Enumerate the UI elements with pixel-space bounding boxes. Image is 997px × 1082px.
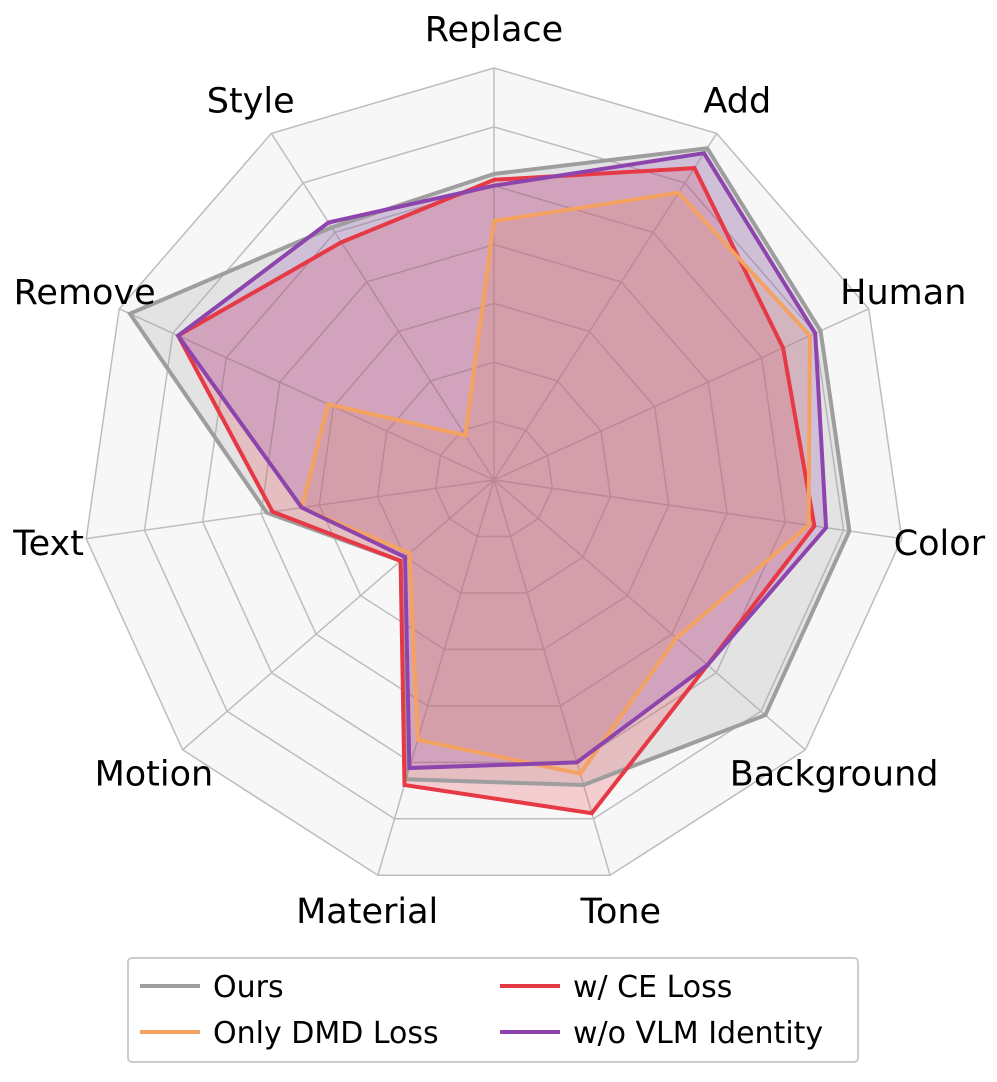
legend: Ours w/ CE Loss Only DMD Loss w/o VLM Id…: [127, 957, 859, 1063]
legend-label-vlm-identity: w/o VLM Identity: [573, 1016, 823, 1051]
grid-ring: [260, 243, 728, 707]
grid-spoke: [493, 479, 611, 876]
axis-label-text: Text: [12, 524, 84, 564]
grid-ring: [318, 302, 670, 651]
series-line-w-ce-loss: [175, 166, 817, 816]
grid-ring: [376, 361, 612, 594]
grid-ring: [85, 67, 903, 877]
series-line-w-o-vlm-identity: [175, 151, 829, 771]
grid-spoke: [493, 479, 902, 540]
series-fill-only-dmd-loss: [301, 192, 810, 774]
grid-spoke: [377, 479, 495, 876]
legend-label-ours: Ours: [213, 970, 284, 1005]
series-fill-ours: [129, 148, 850, 786]
series-line-ours: [126, 146, 852, 788]
series-fill-w-ce-loss: [178, 168, 815, 814]
grid-spoke: [270, 132, 495, 481]
series-fills: [129, 148, 850, 814]
axis-label-style: Style: [207, 81, 295, 121]
legend-frame: [127, 957, 859, 1063]
axis-label-tone: Tone: [580, 892, 662, 932]
legend-label-ce-loss: w/ CE Loss: [573, 970, 732, 1005]
grid-spoke: [182, 479, 495, 751]
axis-label-background: Background: [730, 755, 939, 795]
series-lines: [126, 146, 852, 816]
grid-spoke: [493, 479, 806, 751]
axis-label-human: Human: [840, 273, 966, 313]
axis-label-material: Material: [296, 892, 438, 932]
radar-grid: [85, 67, 903, 877]
axis-label-color: Color: [894, 524, 986, 564]
grid-ring: [201, 184, 787, 764]
axis-label-motion: Motion: [95, 755, 214, 795]
axis-labels: Replace Add Human Color Background Tone Materi…: [12, 10, 985, 932]
axis-label-replace: Replace: [425, 10, 563, 50]
grid-ring: [143, 126, 845, 820]
axis-label-remove: Remove: [14, 273, 156, 313]
series-fill-w-o-vlm-identity: [178, 153, 827, 768]
grid-ring: [434, 420, 554, 538]
legend-label-dmd-loss: Only DMD Loss: [213, 1016, 439, 1051]
grid-spoke: [86, 479, 495, 540]
axis-label-add: Add: [703, 81, 771, 121]
series-line-only-dmd-loss: [299, 190, 812, 776]
grid-spoke: [493, 308, 870, 481]
